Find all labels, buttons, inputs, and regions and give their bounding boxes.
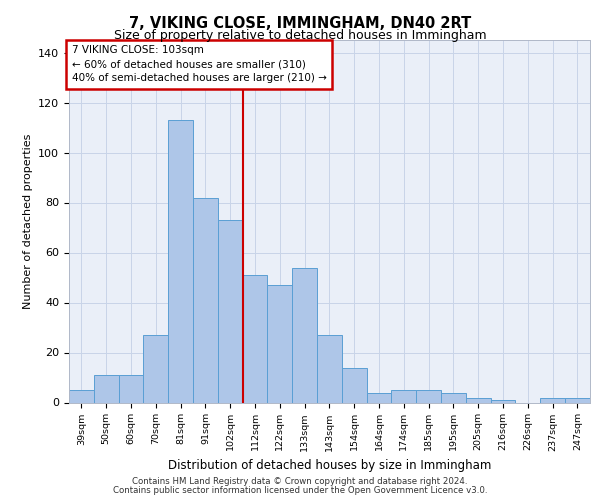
- Bar: [69, 390, 94, 402]
- Bar: [193, 198, 218, 402]
- Bar: [143, 335, 168, 402]
- X-axis label: Distribution of detached houses by size in Immingham: Distribution of detached houses by size …: [168, 459, 491, 472]
- Bar: [416, 390, 441, 402]
- Bar: [94, 375, 119, 402]
- Bar: [292, 268, 317, 402]
- Bar: [317, 335, 342, 402]
- Text: 7 VIKING CLOSE: 103sqm
← 60% of detached houses are smaller (310)
40% of semi-de: 7 VIKING CLOSE: 103sqm ← 60% of detached…: [71, 46, 326, 84]
- Bar: [565, 398, 590, 402]
- Text: Contains HM Land Registry data © Crown copyright and database right 2024.: Contains HM Land Registry data © Crown c…: [132, 477, 468, 486]
- Bar: [441, 392, 466, 402]
- Bar: [218, 220, 242, 402]
- Bar: [119, 375, 143, 402]
- Text: Contains public sector information licensed under the Open Government Licence v3: Contains public sector information licen…: [113, 486, 487, 495]
- Text: Size of property relative to detached houses in Immingham: Size of property relative to detached ho…: [113, 29, 487, 42]
- Bar: [342, 368, 367, 402]
- Bar: [540, 398, 565, 402]
- Bar: [466, 398, 491, 402]
- Y-axis label: Number of detached properties: Number of detached properties: [23, 134, 32, 309]
- Bar: [391, 390, 416, 402]
- Bar: [242, 275, 268, 402]
- Bar: [168, 120, 193, 403]
- Bar: [268, 285, 292, 403]
- Text: 7, VIKING CLOSE, IMMINGHAM, DN40 2RT: 7, VIKING CLOSE, IMMINGHAM, DN40 2RT: [129, 16, 471, 31]
- Bar: [491, 400, 515, 402]
- Bar: [367, 392, 391, 402]
